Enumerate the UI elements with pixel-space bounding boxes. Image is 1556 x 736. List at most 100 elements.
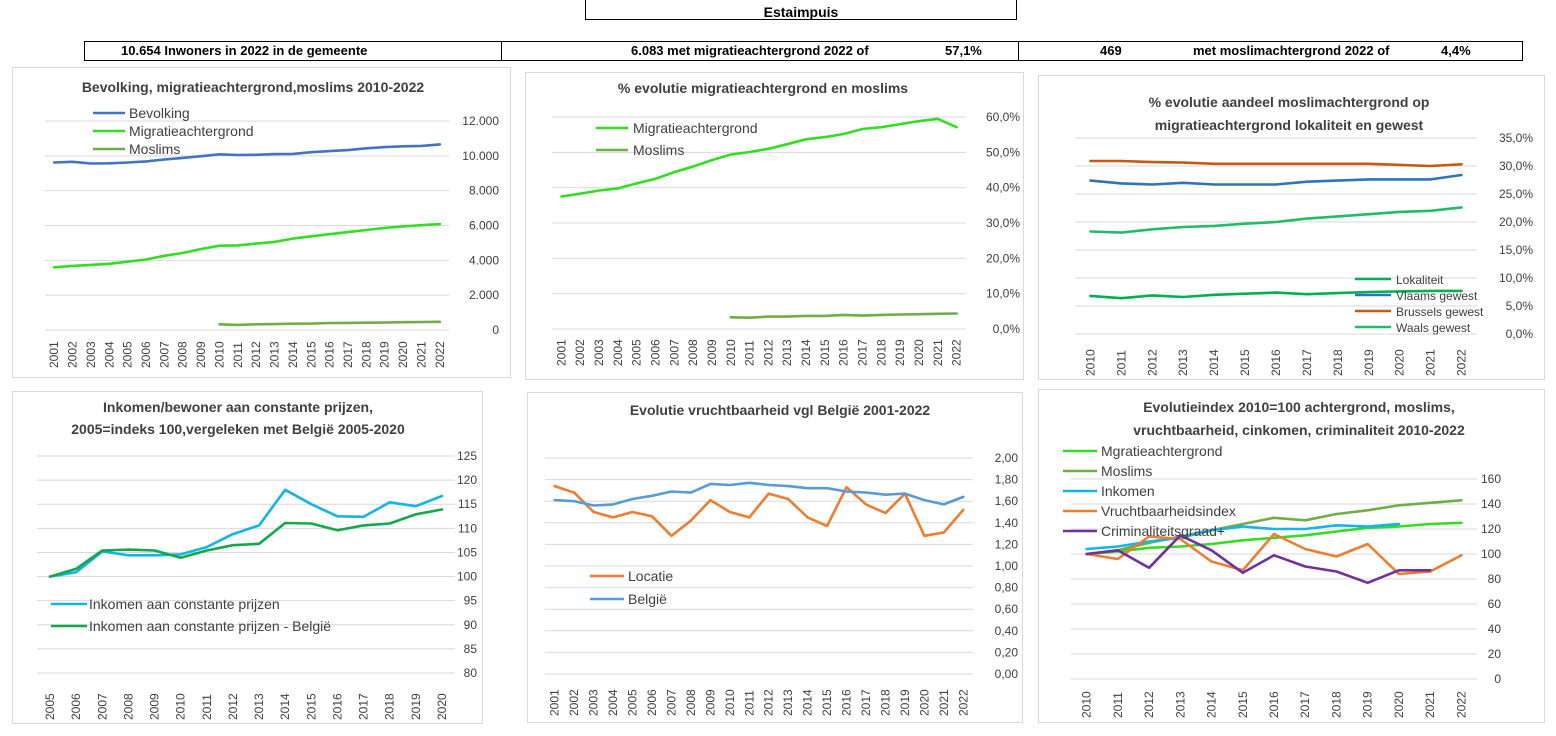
series-line-inkomen-aan-constante-prijzen-belgi- bbox=[48, 508, 444, 578]
y-tick-label: 90 bbox=[464, 618, 478, 632]
x-tick-label: 2011 bbox=[231, 342, 245, 368]
x-tick-label: 2003 bbox=[587, 689, 601, 716]
y-tick-label: 0,20 bbox=[995, 645, 1019, 659]
y-tick-label: 0,00 bbox=[995, 667, 1019, 681]
x-tick-label: 2009 bbox=[705, 339, 719, 366]
y-tick-label: 20,0% bbox=[986, 251, 1020, 265]
legend-entry: Migratieachtergrond bbox=[129, 123, 254, 139]
y-tick-label: 120 bbox=[457, 473, 477, 487]
x-tick-label: 2017 bbox=[357, 693, 371, 720]
c5-svg: Evolutie vruchtbaarheid vgl België 2001-… bbox=[545, 402, 1019, 716]
chart-title: Evolutieindex 2010=100 achtergrond, mosl… bbox=[1143, 399, 1455, 415]
x-tick-label: 2013 bbox=[252, 693, 266, 720]
x-tick-label: 2009 bbox=[148, 693, 162, 720]
y-tick-label: 95 bbox=[464, 594, 478, 608]
y-tick-label: 12.000 bbox=[462, 114, 499, 128]
y-tick-label: 125 bbox=[457, 449, 477, 463]
x-tick-label: 2019 bbox=[1362, 349, 1376, 376]
summary-muslim-label: met moslimachtergrond 2022 of bbox=[1193, 43, 1390, 58]
x-tick-label: 2022 bbox=[950, 339, 964, 366]
x-tick-label: 2022 bbox=[1455, 349, 1469, 376]
series-line-mgratieachtergrond bbox=[1085, 521, 1463, 556]
chart-population: Bevolking, migratieachtergrond,moslims 2… bbox=[12, 67, 511, 378]
series-line-brussels-gewest bbox=[1089, 159, 1463, 168]
y-tick-label: 1,40 bbox=[995, 516, 1019, 530]
legend-entry: Lokaliteit bbox=[1396, 273, 1444, 287]
x-tick-label: 2014 bbox=[286, 341, 300, 368]
x-tick-label: 2017 bbox=[856, 339, 870, 366]
chart-muslim-share-regions: % evolutie aandeel moslimachtergrond op m… bbox=[1038, 75, 1545, 380]
legend-entry: Brussels gewest bbox=[1396, 305, 1484, 319]
x-tick-label: 2018 bbox=[359, 341, 373, 368]
y-tick-label: 0,80 bbox=[995, 581, 1019, 595]
x-tick-label: 2015 bbox=[1238, 349, 1252, 376]
summary-muslim-count: 469 bbox=[1100, 43, 1122, 58]
x-tick-label: 2011 bbox=[742, 690, 756, 716]
summary-bar: 10.654 Inwoners in 2022 in de gemeente 6… bbox=[84, 41, 1523, 61]
y-tick-label: 105 bbox=[457, 545, 477, 559]
x-tick-label: 2012 bbox=[226, 693, 240, 720]
series-line-vruchtbaarheidsindex bbox=[1085, 532, 1463, 576]
x-tick-label: 2020 bbox=[1392, 691, 1406, 718]
x-tick-label: 2013 bbox=[1176, 349, 1190, 376]
x-tick-label: 2016 bbox=[1267, 691, 1281, 718]
y-tick-label: 50,0% bbox=[986, 145, 1020, 159]
x-tick-label: 2015 bbox=[818, 339, 832, 366]
x-tick-label: 2001 bbox=[554, 339, 568, 366]
y-tick-label: 80 bbox=[464, 666, 478, 680]
x-tick-label: 2013 bbox=[780, 339, 794, 366]
x-tick-label: 2003 bbox=[84, 341, 98, 368]
y-tick-label: 2.000 bbox=[469, 288, 499, 302]
x-tick-label: 2021 bbox=[1423, 691, 1437, 718]
series-line-inkomen-aan-constante-prijzen bbox=[48, 488, 444, 578]
y-tick-label: 20,0% bbox=[1499, 215, 1533, 229]
legend-entry: Migratieachtergrond bbox=[633, 120, 758, 136]
summary-migration-pct: 57,1% bbox=[945, 43, 982, 58]
legend-entry: Inkomen aan constante prijzen - België bbox=[89, 618, 331, 634]
x-tick-label: 2020 bbox=[912, 339, 926, 366]
x-tick-label: 2005 bbox=[630, 339, 644, 366]
x-tick-label: 2008 bbox=[176, 341, 190, 368]
x-tick-label: 2007 bbox=[157, 341, 171, 368]
y-tick-label: 10.000 bbox=[462, 149, 499, 163]
y-tick-label: 60,0% bbox=[986, 110, 1020, 124]
x-tick-label: 2008 bbox=[684, 689, 698, 716]
x-tick-label: 2011 bbox=[1111, 692, 1125, 718]
y-tick-label: 60 bbox=[1488, 597, 1502, 611]
x-tick-label: 2002 bbox=[573, 339, 587, 366]
y-tick-label: 1,80 bbox=[995, 473, 1019, 487]
x-tick-label: 2020 bbox=[396, 341, 410, 368]
legend-entry: Inkomen aan constante prijzen bbox=[89, 596, 280, 612]
x-tick-label: 2011 bbox=[200, 694, 214, 720]
y-tick-label: 10,0% bbox=[1499, 271, 1533, 285]
y-tick-label: 1,60 bbox=[995, 494, 1019, 508]
y-tick-label: 0 bbox=[492, 323, 499, 337]
legend-entry: België bbox=[628, 591, 667, 607]
x-tick-label: 2019 bbox=[898, 689, 912, 716]
y-tick-label: 30,0% bbox=[1499, 159, 1533, 173]
x-tick-label: 2014 bbox=[278, 693, 292, 720]
summary-muslim-pct: 4,4% bbox=[1441, 43, 1471, 58]
y-tick-label: 40,0% bbox=[986, 181, 1020, 195]
y-tick-label: 30,0% bbox=[986, 216, 1020, 230]
y-tick-label: 6.000 bbox=[469, 219, 499, 233]
x-tick-label: 2013 bbox=[268, 341, 282, 368]
x-tick-label: 2005 bbox=[43, 693, 57, 720]
x-tick-label: 2010 bbox=[1080, 691, 1094, 718]
x-tick-label: 2002 bbox=[66, 341, 80, 368]
series-line-migratieachtergrond bbox=[560, 117, 958, 198]
x-tick-label: 2007 bbox=[664, 689, 678, 716]
x-tick-label: 2016 bbox=[837, 339, 851, 366]
x-tick-label: 2010 bbox=[723, 689, 737, 716]
x-tick-label: 2005 bbox=[626, 689, 640, 716]
x-tick-label: 2010 bbox=[1083, 349, 1097, 376]
y-tick-label: 100 bbox=[1481, 547, 1501, 561]
legend-entry: Moslims bbox=[633, 142, 684, 158]
y-tick-label: 1,20 bbox=[995, 537, 1019, 551]
x-tick-label: 2018 bbox=[1329, 691, 1343, 718]
y-tick-label: 0,0% bbox=[993, 322, 1021, 336]
x-tick-label: 2018 bbox=[878, 689, 892, 716]
chart-title: 2005=indeks 100,vergeleken met België 20… bbox=[71, 421, 405, 437]
x-tick-label: 2006 bbox=[69, 693, 83, 720]
x-tick-label: 2010 bbox=[174, 693, 188, 720]
